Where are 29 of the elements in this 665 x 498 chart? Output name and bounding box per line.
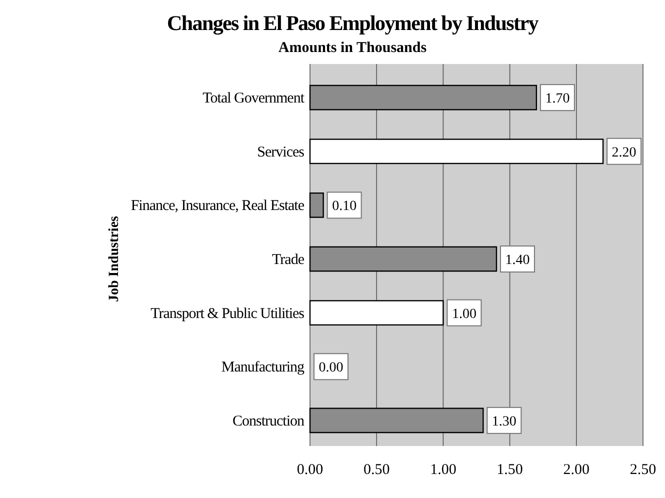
y-tick-label: Total Government — [202, 90, 306, 107]
data-label: 1.70 — [545, 92, 570, 107]
data-label: 1.30 — [492, 414, 516, 430]
y-tick-label: Transport & Public Utilities — [150, 306, 305, 322]
bar — [309, 300, 444, 326]
x-tick-label: 1.00 — [430, 462, 456, 478]
data-label: 1.00 — [452, 306, 476, 322]
bar — [309, 192, 324, 218]
x-tick-label: 0.50 — [363, 462, 390, 478]
bar — [309, 84, 538, 110]
data-label: 0.00 — [318, 360, 344, 376]
y-tick-label: Construction — [232, 413, 305, 430]
bar — [309, 138, 604, 164]
x-tick-label: 2.00 — [563, 462, 590, 478]
y-tick-label: Trade — [272, 252, 305, 268]
y-tick-label: Finance, Insurance, Real Estate — [130, 198, 305, 214]
bar — [309, 246, 498, 272]
data-label: 0.10 — [332, 199, 357, 214]
chart-subtitle: Amounts in Thousands — [278, 40, 427, 56]
y-axis-title: Job Industries — [107, 215, 122, 302]
y-tick-label: Manufacturing — [221, 360, 305, 376]
x-tick-label: 2.50 — [630, 462, 656, 478]
data-label: 2.20 — [612, 145, 636, 160]
data-label: 1.40 — [505, 253, 530, 268]
y-tick-label: Services — [257, 144, 305, 160]
x-tick-label: 1.50 — [496, 462, 523, 478]
bar — [309, 408, 484, 434]
chart-title: Changes in El Paso Employment by Industry — [167, 11, 540, 35]
x-tick-label: 0.00 — [296, 462, 324, 478]
